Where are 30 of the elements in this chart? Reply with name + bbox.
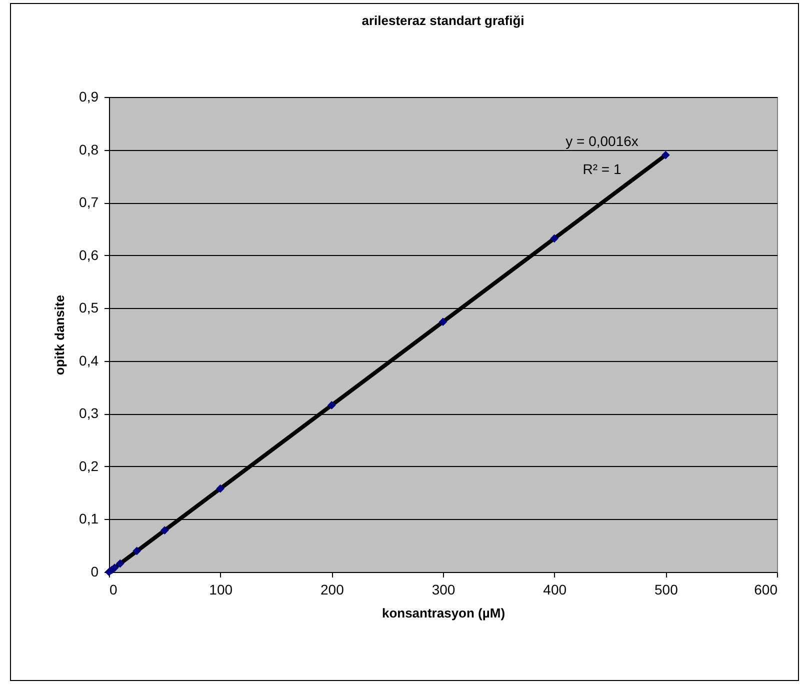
point (116, 559, 124, 568)
point (327, 401, 336, 410)
point (216, 484, 225, 493)
y-tick-label: 0 (90, 564, 99, 580)
x-tick-label: 300 (432, 582, 456, 598)
chart-title: arilesteraz standart grafiği (362, 13, 524, 28)
y-tick-label: 0,7 (79, 194, 99, 210)
x-tick-label: 600 (754, 582, 778, 598)
annotation: y = 0,0016x (566, 133, 638, 149)
x-tick-label: 200 (320, 582, 344, 598)
point (132, 546, 142, 556)
y-tick-label: 0,5 (79, 300, 99, 316)
y-tick-label: 0,4 (79, 352, 99, 368)
point (550, 234, 559, 243)
point (661, 150, 670, 160)
point (438, 318, 448, 326)
x-tick-label: 500 (654, 582, 678, 598)
y-tick-label: 0,2 (79, 458, 99, 474)
y-tick-label: 0,6 (79, 246, 99, 263)
x-tick-label: 0 (110, 582, 118, 598)
x-tick-label: 100 (209, 582, 233, 598)
y-tick-label: 0,8 (79, 141, 99, 158)
y-axis-title: opitk dansite (52, 294, 68, 376)
y-tick-label: 0,3 (79, 405, 99, 422)
x-axis-title: konsantrasyon (µM) (382, 606, 506, 620)
x-tick-label: 400 (543, 582, 567, 598)
point (160, 526, 169, 534)
y-tick-label: 0,9 (79, 88, 99, 104)
y-tick-label: 0,1 (79, 510, 99, 527)
annotation: R² = 1 (582, 161, 622, 177)
